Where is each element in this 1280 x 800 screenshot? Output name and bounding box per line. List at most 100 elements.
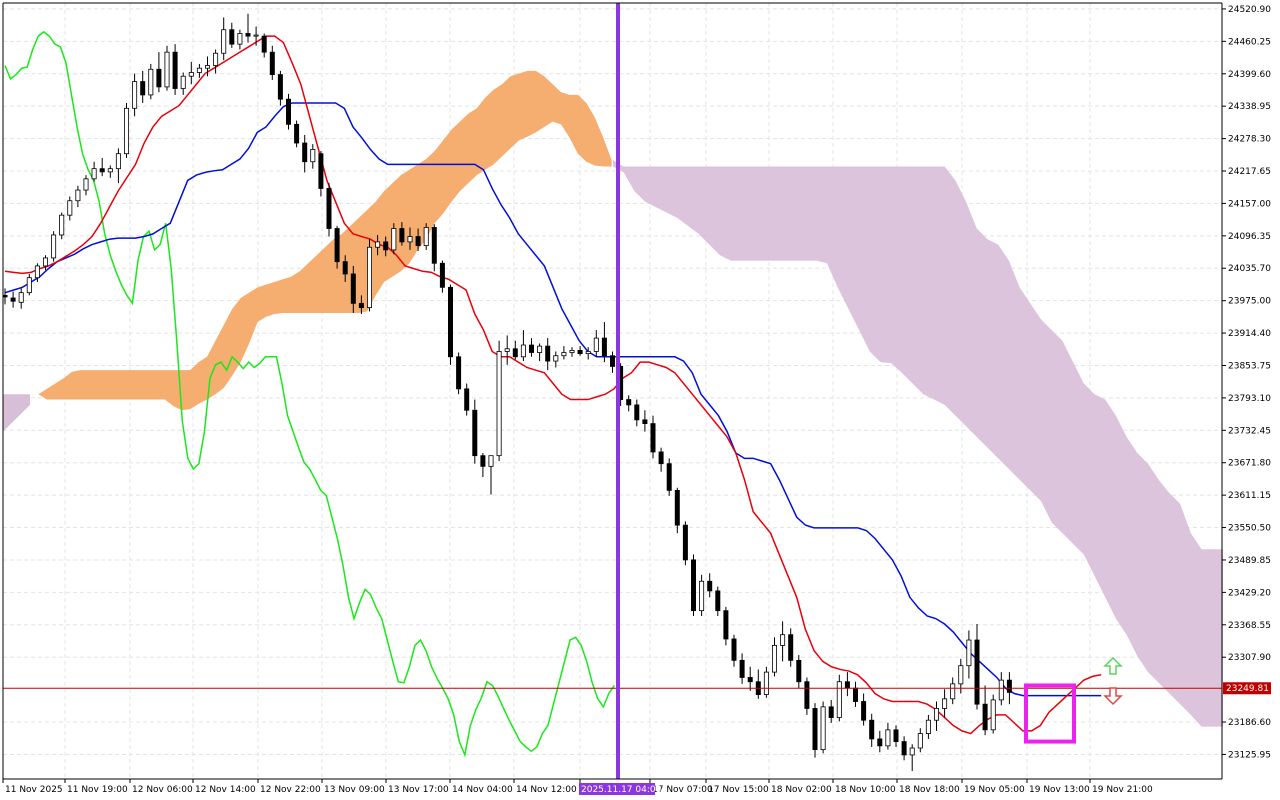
candle-bearish[interactable] — [812, 708, 818, 751]
candle-bullish[interactable] — [43, 257, 49, 267]
candle-bearish[interactable] — [358, 302, 364, 309]
candle-bearish[interactable] — [731, 638, 737, 661]
candle-bearish[interactable] — [893, 729, 899, 742]
candle-bearish[interactable] — [277, 74, 283, 100]
candle-bearish[interactable] — [2, 294, 8, 298]
candle-bearish[interactable] — [512, 348, 518, 358]
candle-bullish[interactable] — [520, 344, 526, 358]
candle-bearish[interactable] — [1006, 679, 1012, 693]
candle-bullish[interactable] — [407, 236, 413, 243]
candle-bearish[interactable] — [577, 349, 583, 354]
candle-bullish[interactable] — [391, 228, 397, 251]
candle-bearish[interactable] — [901, 741, 907, 756]
candle-bullish[interactable] — [237, 33, 243, 45]
candle-bearish[interactable] — [140, 81, 146, 96]
candle-bearish[interactable] — [10, 297, 16, 302]
candle-bearish[interactable] — [245, 33, 251, 37]
candle-bearish[interactable] — [156, 68, 162, 88]
candle-bearish[interactable] — [342, 261, 348, 275]
candle-bearish[interactable] — [447, 286, 453, 358]
candle-bearish[interactable] — [294, 123, 300, 144]
candle-bullish[interactable] — [366, 246, 372, 309]
candle-bullish[interactable] — [67, 200, 73, 216]
candle-bearish[interactable] — [982, 703, 988, 731]
candle-bullish[interactable] — [213, 52, 219, 66]
candle-bullish[interactable] — [164, 51, 170, 88]
candle-bullish[interactable] — [553, 355, 559, 362]
candle-bearish[interactable] — [350, 273, 356, 304]
candle-bearish[interactable] — [877, 738, 883, 747]
candle-bullish[interactable] — [934, 708, 940, 721]
candle-bearish[interactable] — [529, 344, 535, 353]
candle-bullish[interactable] — [423, 227, 429, 247]
candle-bearish[interactable] — [269, 51, 275, 76]
candle-bullish[interactable] — [204, 65, 210, 69]
candle-bearish[interactable] — [691, 559, 697, 612]
candle-bullish[interactable] — [917, 733, 923, 749]
candle-bullish[interactable] — [148, 68, 154, 96]
candle-bullish[interactable] — [820, 706, 826, 751]
candle-bearish[interactable] — [439, 262, 445, 288]
candle-bearish[interactable] — [415, 236, 421, 247]
candle-bearish[interactable] — [974, 639, 980, 705]
candle-bullish[interactable] — [196, 67, 202, 73]
candle-bearish[interactable] — [480, 455, 486, 467]
candle-bearish[interactable] — [172, 51, 178, 89]
candle-bullish[interactable] — [966, 639, 972, 667]
candle-bearish[interactable] — [318, 153, 324, 189]
candle-bullish[interactable] — [885, 729, 891, 747]
candle-bullish[interactable] — [310, 149, 316, 163]
candle-bearish[interactable] — [601, 337, 607, 357]
candle-bullish[interactable] — [772, 644, 778, 673]
candle-bullish[interactable] — [180, 75, 186, 89]
candle-bearish[interactable] — [804, 681, 810, 709]
candle-bearish[interactable] — [747, 677, 753, 683]
candle-bullish[interactable] — [188, 72, 194, 77]
candle-bullish[interactable] — [34, 265, 40, 279]
candle-bullish[interactable] — [537, 345, 543, 353]
candle-bearish[interactable] — [334, 228, 340, 263]
candle-bearish[interactable] — [302, 142, 308, 163]
candle-bullish[interactable] — [569, 349, 575, 353]
candle-bearish[interactable] — [658, 451, 664, 465]
candle-bearish[interactable] — [650, 423, 656, 453]
candle-bearish[interactable] — [626, 399, 632, 406]
candle-bearish[interactable] — [642, 419, 648, 425]
candle-bearish[interactable] — [674, 490, 680, 526]
candle-bullish[interactable] — [115, 153, 121, 170]
candle-bearish[interactable] — [464, 388, 470, 411]
candle-bearish[interactable] — [399, 228, 405, 243]
candle-bullish[interactable] — [504, 348, 510, 352]
candle-bullish[interactable] — [221, 29, 227, 54]
candle-bullish[interactable] — [375, 241, 381, 248]
candle-bullish[interactable] — [958, 665, 964, 685]
candle-bullish[interactable] — [132, 81, 138, 109]
candle-bullish[interactable] — [488, 455, 494, 467]
candle-bullish[interactable] — [780, 634, 786, 646]
candle-bullish[interactable] — [925, 719, 931, 734]
candle-bearish[interactable] — [383, 241, 389, 251]
candle-bearish[interactable] — [229, 29, 235, 45]
candle-bearish[interactable] — [610, 355, 616, 367]
candle-bearish[interactable] — [739, 659, 745, 678]
candle-bullish[interactable] — [83, 178, 89, 191]
candle-bullish[interactable] — [107, 168, 113, 173]
candle-bearish[interactable] — [723, 610, 729, 640]
candle-bullish[interactable] — [26, 277, 32, 294]
candle-bearish[interactable] — [666, 463, 672, 491]
candle-bullish[interactable] — [998, 679, 1004, 701]
candle-bearish[interactable] — [715, 590, 721, 612]
candle-bullish[interactable] — [593, 337, 599, 352]
candle-bearish[interactable] — [431, 227, 437, 264]
candle-bullish[interactable] — [909, 747, 915, 756]
candle-bearish[interactable] — [285, 98, 291, 125]
candle-bearish[interactable] — [707, 580, 713, 592]
candle-bullish[interactable] — [699, 580, 705, 612]
candle-bullish[interactable] — [124, 107, 130, 155]
candle-bullish[interactable] — [51, 234, 57, 259]
candle-bullish[interactable] — [763, 671, 769, 695]
candle-bearish[interactable] — [861, 701, 867, 721]
candle-bearish[interactable] — [796, 659, 802, 683]
candle-bearish[interactable] — [456, 356, 462, 390]
